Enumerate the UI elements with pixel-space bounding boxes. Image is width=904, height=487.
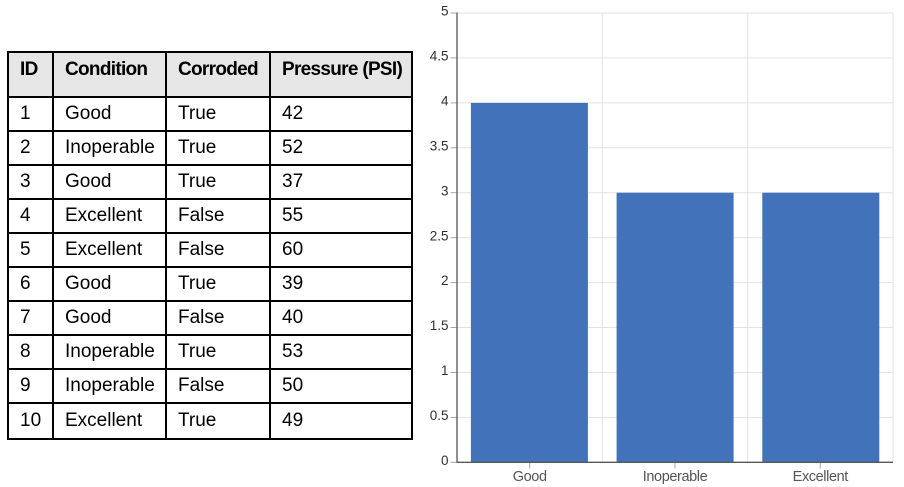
svg-text:5: 5 xyxy=(441,4,449,19)
svg-text:2: 2 xyxy=(441,273,449,288)
svg-text:1: 1 xyxy=(441,363,449,378)
svg-text:3: 3 xyxy=(441,183,449,198)
svg-text:3.5: 3.5 xyxy=(430,138,449,153)
svg-text:0: 0 xyxy=(441,453,449,468)
svg-text:Excellent: Excellent xyxy=(793,469,849,485)
svg-text:Inoperable: Inoperable xyxy=(643,469,708,485)
svg-text:0.5: 0.5 xyxy=(430,408,449,423)
svg-text:4: 4 xyxy=(441,94,449,109)
svg-text:4.5: 4.5 xyxy=(430,49,449,64)
svg-text:Good: Good xyxy=(513,469,547,485)
svg-text:1.5: 1.5 xyxy=(430,318,449,333)
svg-text:2.5: 2.5 xyxy=(430,228,449,243)
